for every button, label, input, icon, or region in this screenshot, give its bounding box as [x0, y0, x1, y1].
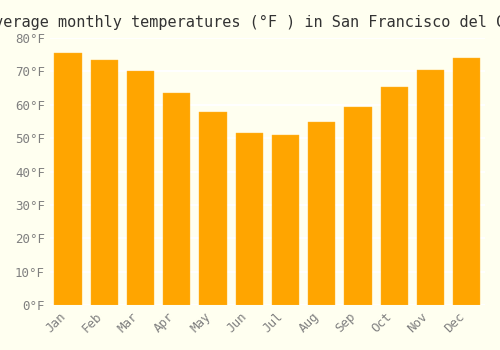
Bar	[308, 121, 336, 305]
Title: Average monthly temperatures (°F ) in San Francisco del Chañar: Average monthly temperatures (°F ) in Sa…	[0, 15, 500, 30]
Bar	[380, 86, 408, 305]
Bar	[454, 58, 480, 305]
Bar	[344, 106, 372, 305]
Bar	[200, 112, 226, 305]
Bar	[54, 53, 82, 305]
Bar	[272, 135, 299, 305]
Bar	[90, 60, 118, 305]
Bar	[417, 70, 444, 305]
Bar	[236, 133, 263, 305]
Bar	[163, 93, 190, 305]
Bar	[127, 71, 154, 305]
